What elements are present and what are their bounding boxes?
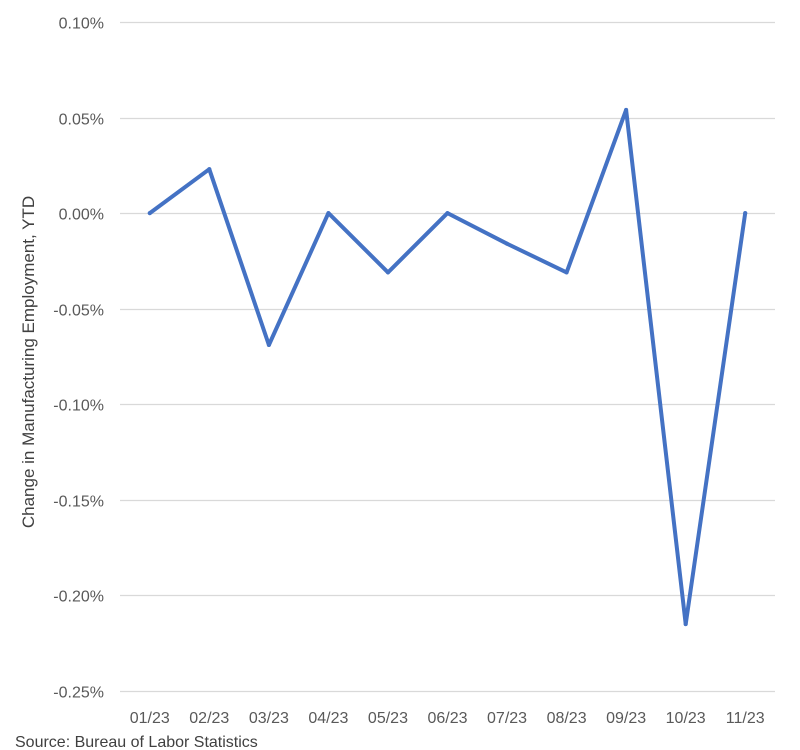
x-tick-label: 10/23 <box>666 710 706 727</box>
data-point <box>445 211 450 216</box>
x-tick-label: 06/23 <box>427 710 467 727</box>
series-lines <box>147 107 748 627</box>
data-point <box>683 622 688 627</box>
data-point <box>743 211 748 216</box>
x-tick-label: 01/23 <box>130 710 170 727</box>
x-tick-label: 08/23 <box>547 710 587 727</box>
data-point <box>207 167 212 172</box>
x-tick-label: 09/23 <box>606 710 646 727</box>
y-axis-title: Change in Manufacturing Employment, YTD <box>19 196 38 528</box>
data-point <box>624 107 629 112</box>
source-note: Source: Bureau of Labor Statistics <box>15 734 258 750</box>
data-point <box>505 241 510 246</box>
y-tick-label: 0.05% <box>59 112 104 129</box>
y-tick-label: -0.05% <box>53 303 104 320</box>
y-tick-label: -0.25% <box>53 685 104 702</box>
x-tick-label: 11/23 <box>726 710 765 727</box>
y-tick-label: -0.20% <box>53 589 104 606</box>
data-point <box>326 211 331 216</box>
data-point <box>564 270 569 275</box>
x-tick-label: 02/23 <box>189 710 229 727</box>
y-tick-label: 0.00% <box>59 207 104 224</box>
y-axis-tick-labels: 0.10% 0.05% 0.00% -0.05% -0.10% -0.15% -0.20% -… <box>53 16 104 702</box>
y-tick-label: -0.15% <box>53 494 104 511</box>
y-tick-label: 0.10% <box>59 16 104 33</box>
y-tick-label: -0.10% <box>53 398 104 415</box>
series-line <box>147 107 748 627</box>
data-point <box>385 270 390 275</box>
x-tick-label: 03/23 <box>249 710 289 727</box>
gridlines <box>120 21 775 693</box>
x-tick-label: 04/23 <box>308 710 348 727</box>
data-point <box>266 343 271 348</box>
data-point <box>147 211 152 216</box>
x-tick-label: 05/23 <box>368 710 408 727</box>
x-axis-tick-labels: 01/23 02/23 03/23 04/23 05/23 06/23 07/23 08/23… <box>130 710 765 727</box>
x-tick-label: 07/23 <box>487 710 527 727</box>
